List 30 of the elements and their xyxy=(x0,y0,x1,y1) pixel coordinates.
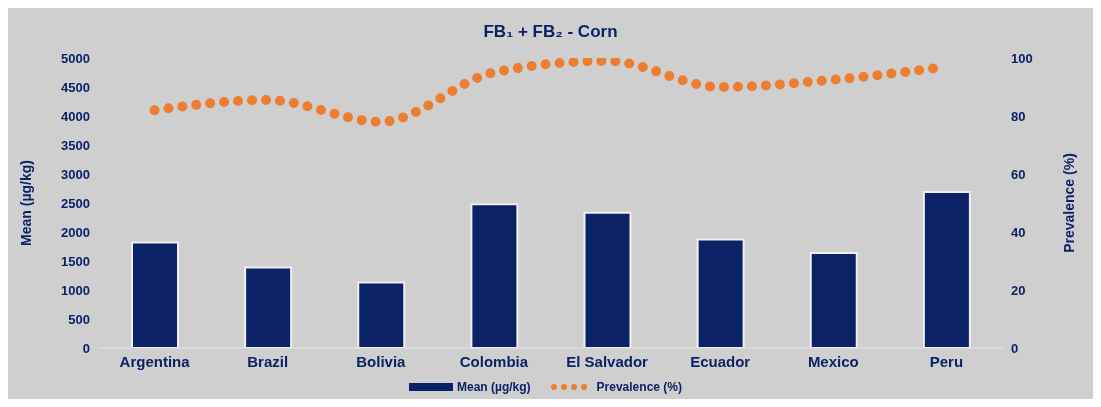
y-tick-label: 2500 xyxy=(61,195,90,211)
legend-label: Prevalence (%) xyxy=(595,380,682,394)
y2-tick-label: 100 xyxy=(1011,50,1033,66)
legend-label: Mean (µg/kg) xyxy=(456,380,531,394)
y2-axis-title: Prevalence (%) xyxy=(1060,153,1077,253)
x-tick-label: Brazil xyxy=(247,352,289,370)
y2-tick-label: 20 xyxy=(1011,282,1026,298)
chart-title: FB₁ + FB₂ - Corn xyxy=(482,22,619,42)
y2-tick-label: 80 xyxy=(1011,108,1026,124)
y-tick-label: 5000 xyxy=(61,50,90,66)
y-tick-label: 3500 xyxy=(61,137,90,153)
y-tick-label: 2000 xyxy=(61,224,90,240)
x-tick-label: Mexico xyxy=(807,352,859,370)
y2-tick-label: 0 xyxy=(1011,340,1019,356)
y-tick-label: 1500 xyxy=(61,253,90,269)
x-tick-label: Colombia xyxy=(459,352,529,370)
x-tick-label: Bolivia xyxy=(356,352,407,370)
y-tick-label: 0 xyxy=(82,340,90,356)
x-tick-label: Peru xyxy=(929,352,964,370)
y-tick-label: 4000 xyxy=(61,108,90,124)
y-tick-label: 500 xyxy=(68,311,90,327)
y-tick-label: 3000 xyxy=(61,166,90,182)
y-axis-title: Mean (µg/kg) xyxy=(17,160,34,246)
y2-tick-label: 40 xyxy=(1011,224,1026,240)
y2-tick-label: 60 xyxy=(1011,166,1026,182)
x-tick-label: El Salvador xyxy=(566,352,649,370)
y-tick-label: 1000 xyxy=(61,282,90,298)
x-tick-label: Argentina xyxy=(119,352,191,370)
x-tick-label: Ecuador xyxy=(690,352,751,370)
y-tick-label: 4500 xyxy=(61,79,90,95)
